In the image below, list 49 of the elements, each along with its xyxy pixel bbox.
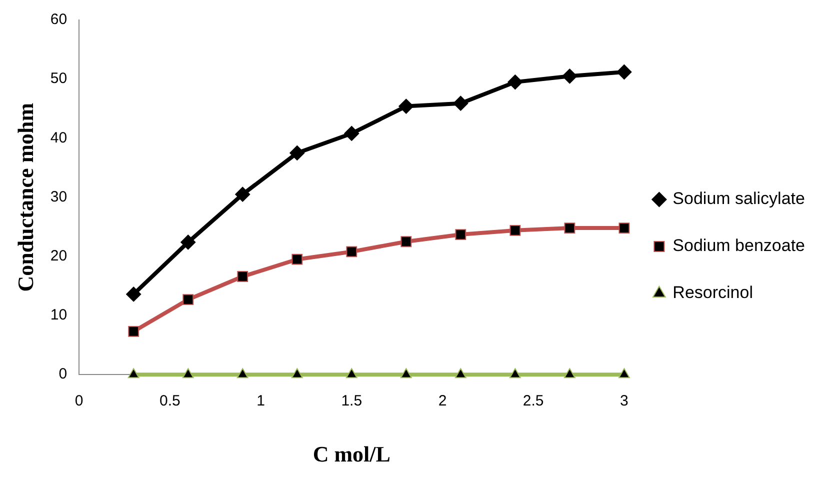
y-tick-label: 50 bbox=[50, 70, 68, 88]
point bbox=[182, 294, 194, 305]
y-axis-title: Conductance mohm bbox=[12, 102, 38, 292]
point bbox=[616, 64, 632, 80]
y-tick-label: 0 bbox=[58, 366, 68, 383]
x-tick-label: 0.5 bbox=[160, 392, 180, 410]
legend-label: Sodium salicylate bbox=[672, 189, 805, 208]
point bbox=[398, 98, 414, 114]
legend-label: Resorcinol bbox=[672, 283, 753, 302]
point bbox=[128, 326, 140, 337]
x-tick-label: 0 bbox=[74, 392, 84, 410]
point bbox=[128, 368, 140, 378]
point bbox=[237, 271, 248, 282]
x-tick-label: 2.5 bbox=[522, 392, 544, 410]
point bbox=[564, 368, 576, 378]
point bbox=[346, 246, 358, 258]
point bbox=[344, 126, 360, 141]
x-tick-label: 1.5 bbox=[341, 392, 362, 410]
point bbox=[290, 145, 305, 160]
point bbox=[400, 236, 412, 248]
x-tick-label: 3 bbox=[620, 392, 628, 410]
legend-label: Sodium benzoate bbox=[672, 236, 806, 256]
y-tick-label: 30 bbox=[50, 188, 68, 206]
point bbox=[509, 368, 521, 378]
point bbox=[510, 224, 521, 236]
point bbox=[618, 368, 630, 378]
point bbox=[126, 286, 142, 302]
point bbox=[182, 368, 194, 378]
point bbox=[292, 254, 303, 265]
point bbox=[400, 368, 412, 378]
point bbox=[235, 186, 250, 202]
y-tick-label: 10 bbox=[50, 306, 68, 324]
point bbox=[455, 229, 466, 240]
x-tick-label: 2 bbox=[438, 392, 447, 410]
point bbox=[346, 368, 358, 378]
point bbox=[454, 368, 466, 378]
point bbox=[180, 234, 196, 250]
x-tick-label: 1 bbox=[256, 392, 265, 410]
y-tick-label: 40 bbox=[50, 129, 68, 146]
point bbox=[562, 68, 578, 84]
y-tick-label: 20 bbox=[50, 248, 68, 265]
point bbox=[291, 368, 303, 378]
point bbox=[453, 96, 468, 111]
x-axis-title: C mol/L bbox=[312, 441, 390, 466]
point bbox=[618, 222, 630, 234]
point bbox=[564, 222, 576, 234]
point bbox=[508, 74, 523, 90]
point bbox=[236, 368, 248, 378]
y-tick-label: 60 bbox=[50, 11, 68, 28]
